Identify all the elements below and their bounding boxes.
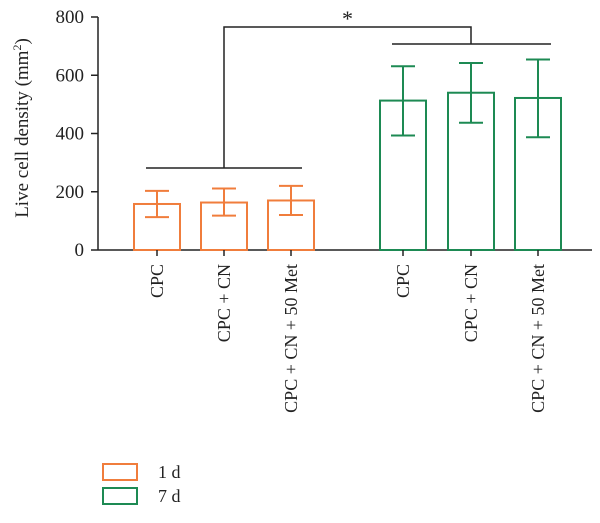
legend-swatch — [102, 463, 138, 481]
category-label: CPC — [147, 264, 167, 298]
legend: 1 d7 d — [102, 462, 181, 506]
category-label: CPC + CN + 50 Met — [528, 264, 548, 413]
significance-star: * — [342, 6, 353, 31]
significance-bracket: * — [146, 6, 551, 169]
y-axis-title-text: Live cell density (mm — [12, 50, 33, 217]
y-axis-title-close: ) — [12, 38, 33, 44]
category-labels: CPC CPC + CN CPC + CN + 50 Met CPC CPC + CN C… — [147, 264, 548, 413]
y-axis-ticks: 0 200 400 600 800 — [56, 7, 98, 261]
y-tick-label: 200 — [56, 182, 85, 203]
bracket-connector — [223, 26, 472, 168]
category-label: CPC + CN — [214, 264, 234, 342]
y-axis-title: Live cell density (mm2) — [10, 38, 33, 218]
y-tick-label: 600 — [56, 65, 85, 86]
category-label: CPC + CN + 50 Met — [281, 264, 301, 413]
category-label: CPC — [393, 264, 413, 298]
y-tick-label: 0 — [75, 240, 85, 261]
y-tick-label: 400 — [56, 124, 85, 145]
y-tick-label: 800 — [56, 7, 85, 28]
legend-swatch — [102, 487, 138, 505]
category-label: CPC + CN — [461, 264, 481, 342]
y-axis-title-superscript: 2 — [10, 45, 24, 51]
legend-label: 7 d — [158, 486, 181, 506]
bars-group — [133, 58, 562, 256]
legend-label: 1 d — [158, 462, 181, 482]
